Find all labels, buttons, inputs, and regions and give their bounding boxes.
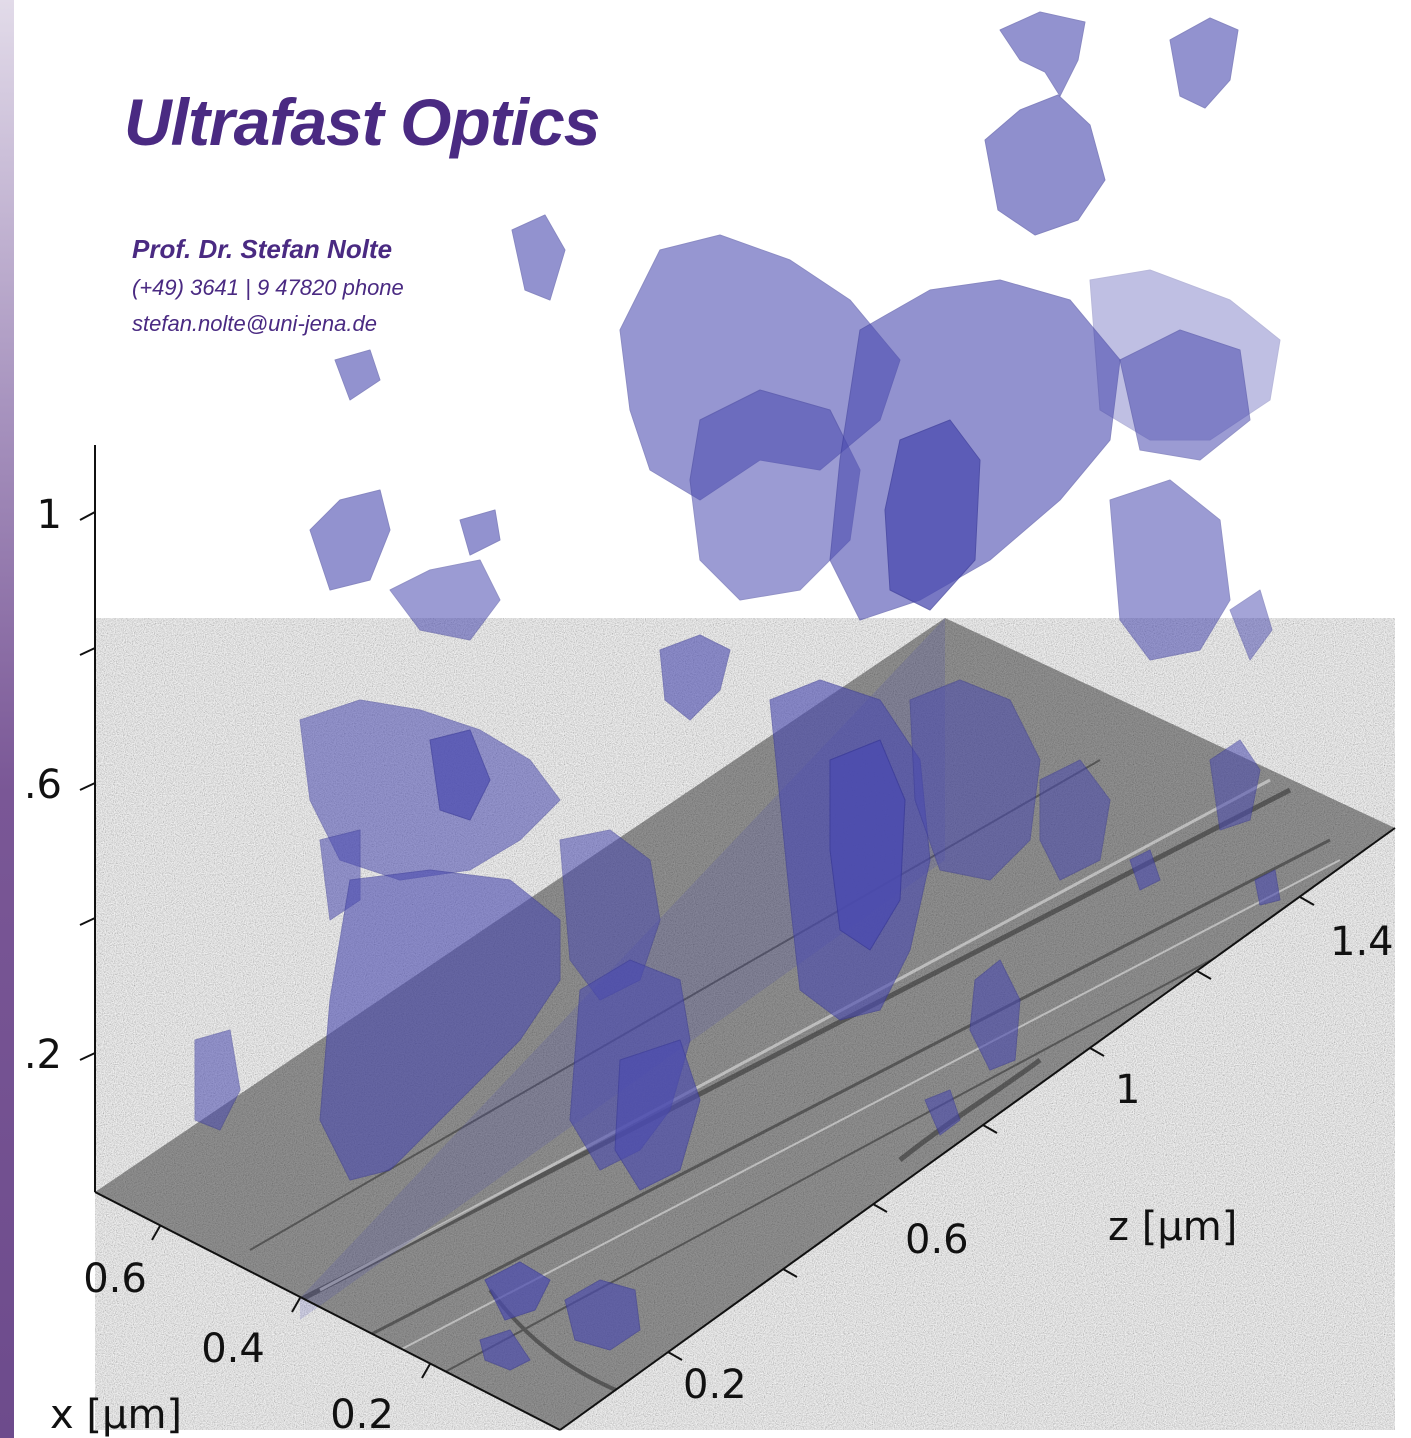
z-axis-title: z [µm] bbox=[1108, 1204, 1237, 1250]
slice-plane bbox=[95, 618, 1395, 1430]
x-tick-label-0-6: 0.6 bbox=[83, 1256, 147, 1302]
z-tick-label-1: 1 bbox=[1115, 1067, 1140, 1113]
isosurface bbox=[194, 11, 1281, 1371]
x-axis bbox=[94, 1191, 561, 1431]
z-tick-label-0-6: 0.6 bbox=[905, 1217, 969, 1263]
y-tick-label-1: 1 bbox=[37, 492, 62, 538]
x-tick-label-0-2: 0.2 bbox=[330, 1392, 394, 1438]
y-tick-label-0-2: .2 bbox=[24, 1032, 62, 1078]
z-tick-label-1-4: 1.4 bbox=[1330, 919, 1394, 965]
contact-email: stefan.nolte@uni-jena.de bbox=[132, 311, 377, 336]
z-tick-label-0-2: 0.2 bbox=[683, 1362, 747, 1408]
page-title: Ultrafast Optics bbox=[124, 85, 600, 159]
contact-phone: (+49) 3641 | 9 47820 phone bbox=[132, 275, 404, 300]
x-tick-label-0-4: 0.4 bbox=[201, 1326, 265, 1372]
left-accent-bar bbox=[0, 0, 14, 1438]
y-tick-label-0-6: .6 bbox=[24, 762, 62, 808]
z-axis bbox=[559, 827, 1396, 1431]
vertical-axis bbox=[79, 445, 96, 1192]
x-axis-title: x [µm] bbox=[50, 1392, 182, 1438]
contact-name: Prof. Dr. Stefan Nolte bbox=[132, 234, 393, 264]
